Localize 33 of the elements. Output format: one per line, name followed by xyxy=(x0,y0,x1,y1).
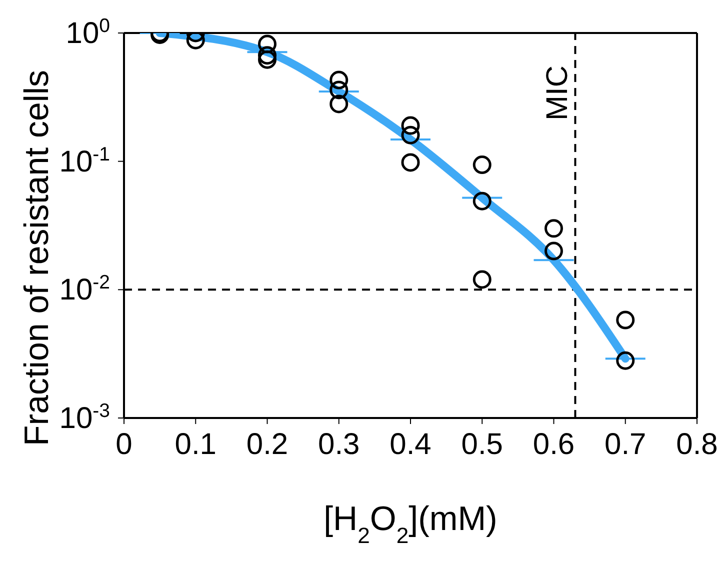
point xyxy=(544,242,563,260)
point xyxy=(401,153,420,172)
point xyxy=(616,310,635,330)
point xyxy=(330,70,348,90)
y-axis-title: Fraction of resistant cells xyxy=(18,70,56,446)
x-axis-title: [H$_{2}$O$_{2}$](mM) xyxy=(324,500,498,548)
point xyxy=(258,34,276,54)
point xyxy=(616,351,635,370)
y-tick-label: 10$^{-1}$ xyxy=(59,143,110,178)
point xyxy=(472,192,492,210)
ref-line-label: MIC xyxy=(541,66,574,120)
y-tick-label: 10$^{-3}$ xyxy=(59,400,110,435)
x-tick-label: 0.8 xyxy=(676,428,718,461)
point xyxy=(330,80,348,100)
x-tick-label: 0.7 xyxy=(604,428,646,461)
x-tick-label: 0.2 xyxy=(246,428,288,461)
point xyxy=(401,116,420,135)
y-tick-label: 10$^{0}$ xyxy=(66,15,110,50)
x-tick-label: 0.3 xyxy=(318,428,360,461)
x-tick-label: 0.6 xyxy=(532,428,575,461)
point xyxy=(330,94,348,114)
point xyxy=(472,270,492,289)
x-tick-label: 0 xyxy=(116,428,132,461)
point xyxy=(258,46,276,65)
x-tick-label: 0.5 xyxy=(461,428,503,461)
point xyxy=(258,50,276,69)
point xyxy=(401,126,420,144)
point xyxy=(472,156,492,174)
x-tick-label: 0.4 xyxy=(390,428,432,461)
point xyxy=(186,33,205,50)
point xyxy=(544,219,563,238)
x-tick-label: 0.1 xyxy=(174,428,216,461)
y-tick-label: 10$^{-2}$ xyxy=(59,272,110,307)
